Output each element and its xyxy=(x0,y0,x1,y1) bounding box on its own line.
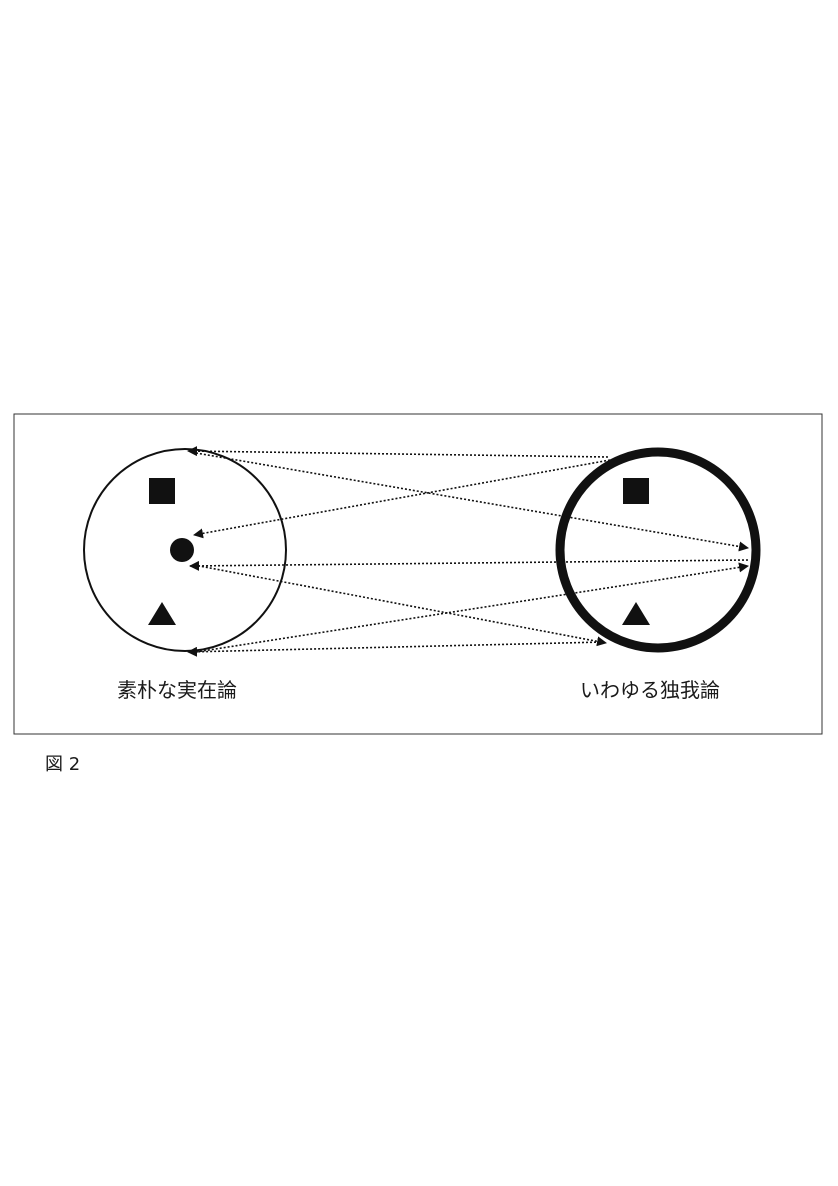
left-circle xyxy=(83,448,287,652)
left-label: 素朴な実在論 xyxy=(117,678,237,702)
left-triangle-icon xyxy=(148,602,176,625)
arrow-right-top-to-left-top xyxy=(187,446,609,458)
left-dot-icon xyxy=(170,538,194,562)
arrow-left-dot-to-right-bottom xyxy=(193,564,607,647)
arrow-right-mid-to-left-dot xyxy=(193,459,611,539)
figure-frame xyxy=(13,413,823,735)
right-label: いわゆる独我論 xyxy=(580,678,720,702)
right-square-icon xyxy=(623,478,649,504)
arrow-right-bottom-to-left-bottom xyxy=(187,641,605,657)
right-circle xyxy=(555,447,761,653)
arrow-right-lower-to-left-dot xyxy=(189,559,749,571)
left-square-icon xyxy=(149,478,175,504)
figure-caption: 図 2 xyxy=(45,754,80,775)
arrow-left-bottom-to-right-lower xyxy=(195,562,749,653)
arrow-group xyxy=(187,446,749,657)
right-triangle-icon xyxy=(622,602,650,625)
arrow-left-top-to-right-mid xyxy=(195,452,749,552)
